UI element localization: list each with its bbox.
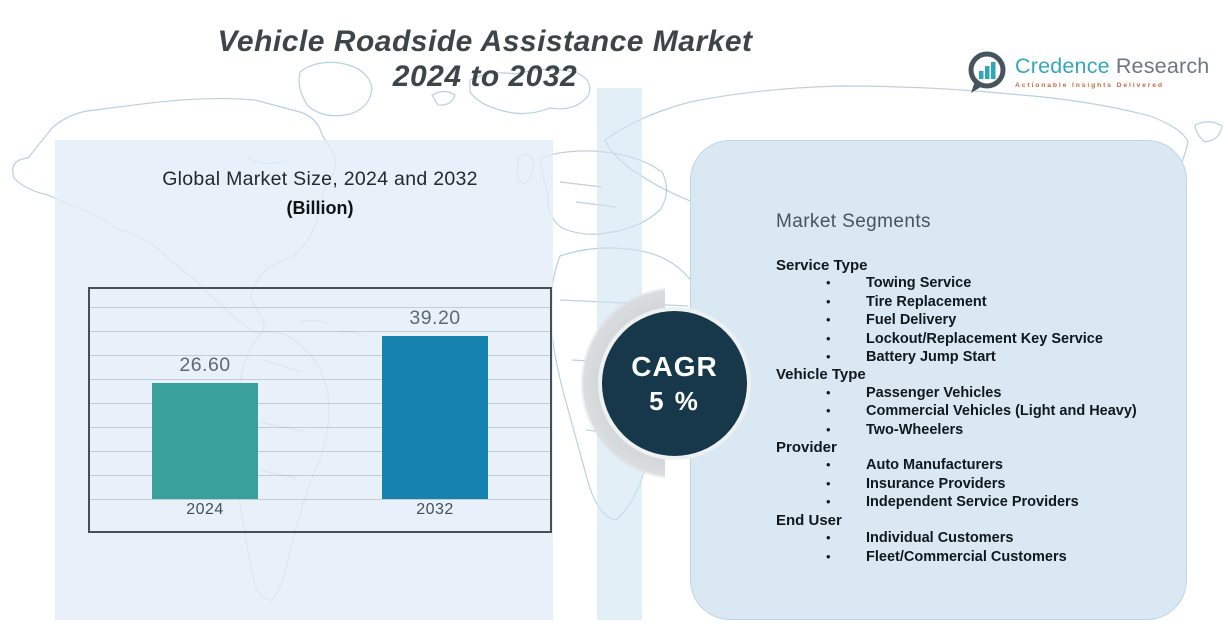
segment-group-name: Vehicle Type — [776, 366, 866, 384]
bullet-icon: • — [826, 421, 831, 437]
bar-2024 — [152, 383, 258, 499]
segment-item-label: Individual Customers — [866, 530, 1014, 547]
bar-2032 — [382, 336, 488, 499]
segment-item-label: Passenger Vehicles — [866, 384, 1002, 401]
segment-item: • Insurance Providers — [776, 475, 1186, 493]
segment-item: • Auto Manufacturers — [776, 456, 1186, 474]
chart-heading: Global Market Size, 2024 and 2032 (Billi… — [110, 168, 530, 219]
bullet-icon: • — [826, 475, 831, 491]
segment-item: • Tire Replacement — [776, 293, 1186, 311]
segment-item-label: Two-Wheelers — [866, 421, 964, 438]
bullet-icon: • — [826, 330, 831, 346]
segment-item: • Towing Service — [776, 274, 1186, 292]
bar-slot-2024: 26.60 — [90, 307, 320, 499]
chart-title: Global Market Size, 2024 and 2032 — [162, 168, 478, 190]
segment-item: • Two-Wheelers — [776, 421, 1186, 439]
segment-item-label: Towing Service — [866, 275, 972, 292]
bar-value-label-2024: 26.60 — [179, 354, 231, 376]
segment-item-label: Battery Jump Start — [866, 349, 996, 366]
bullet-icon: • — [826, 312, 831, 328]
map-iceland — [431, 90, 456, 106]
bullet-icon: • — [826, 494, 831, 510]
cagr-label: CAGR — [631, 350, 718, 382]
chart-subtitle: (Billion) — [286, 198, 354, 218]
segment-item-label: Lockout/Replacement Key Service — [866, 330, 1103, 347]
map-greenland — [298, 61, 373, 117]
bullet-icon: • — [826, 548, 831, 564]
logo-speech-bubble-bar-chart-icon — [968, 51, 1006, 93]
map-scandinavia — [469, 68, 591, 115]
bullet-icon: • — [826, 403, 831, 419]
segment-item-label: Fleet/Commercial Customers — [866, 548, 1067, 565]
bar-slot-2032: 39.20 — [320, 307, 550, 499]
page-title-line2: 2024 to 2032 — [392, 60, 578, 93]
segment-item-label: Commercial Vehicles (Light and Heavy) — [866, 403, 1137, 420]
segment-item: • Passenger Vehicles — [776, 384, 1186, 402]
bullet-icon: • — [826, 349, 831, 365]
segment-item-label: Auto Manufacturers — [866, 457, 1003, 474]
bullet-icon: • — [826, 293, 831, 309]
segment-item: • Individual Customers — [776, 529, 1186, 547]
segment-item: • Fleet/Commercial Customers — [776, 548, 1186, 566]
chart-bars: 26.60 39.20 — [90, 307, 550, 499]
logo-word-research: Research — [1115, 54, 1210, 78]
market-segments-panel: Market Segments Service Type • Towing Serv… — [690, 140, 1187, 620]
cagr-value: 5 % — [649, 385, 700, 416]
segment-group-name: Provider — [776, 439, 837, 457]
segment-item: • Lockout/Replacement Key Service — [776, 330, 1186, 348]
bullet-icon: • — [826, 384, 831, 400]
segment-item-label: Tire Replacement — [866, 293, 987, 310]
category-label-2024: 2024 — [186, 501, 224, 518]
cagr-badge: CAGR 5 % — [598, 307, 751, 460]
page-title: Vehicle Roadside Assistance Market 2024 … — [150, 24, 820, 94]
bullet-icon: • — [826, 530, 831, 546]
segment-item: • Fuel Delivery — [776, 311, 1186, 329]
credence-research-logo: Credence Research Actionable Insights Del… — [966, 50, 1209, 96]
segment-item-label: Insurance Providers — [866, 475, 1006, 492]
bullet-icon: • — [826, 275, 831, 291]
segment-item: • Commercial Vehicles (Light and Heavy) — [776, 402, 1186, 420]
market-segments-heading: Market Segments — [776, 211, 931, 232]
segment-item: • Battery Jump Start — [776, 348, 1186, 366]
bullet-icon: • — [826, 457, 831, 473]
bar-chart: 26.60 39.20 2024 2032 — [88, 287, 552, 533]
logo-wordmark: Credence Research — [1015, 54, 1209, 79]
category-label-2032: 2032 — [416, 501, 454, 518]
bar-value-label-2032: 39.20 — [409, 307, 461, 329]
logo-tagline: Actionable Insights Delivered — [1015, 82, 1164, 89]
page-title-line1: Vehicle Roadside Assistance Market — [217, 25, 753, 58]
segment-group-name: End User — [776, 511, 842, 529]
segment-item-label: Independent Service Providers — [866, 494, 1079, 511]
market-segments-list: Service Type • Towing Service • Tire Replace… — [776, 257, 1186, 566]
logo-word-credence: Credence — [1015, 54, 1110, 78]
chart-category-axis: 2024 2032 — [90, 501, 550, 519]
map-far-east-island — [1194, 121, 1223, 143]
segment-item-label: Fuel Delivery — [866, 312, 957, 329]
segment-item: • Independent Service Providers — [776, 493, 1186, 511]
segment-group-name: Service Type — [776, 257, 868, 274]
